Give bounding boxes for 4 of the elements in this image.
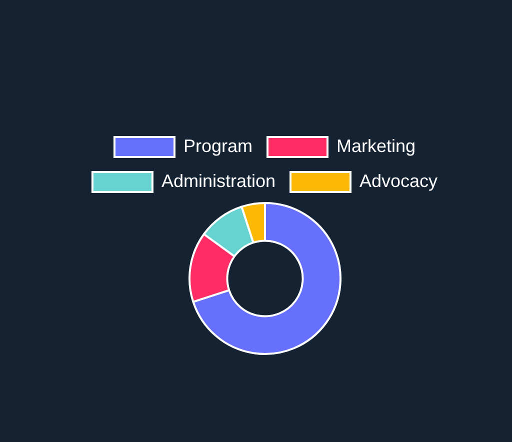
legend-label: Advocacy <box>360 170 438 191</box>
legend-label: Program <box>183 136 253 156</box>
legend-label: Marketing <box>336 136 416 156</box>
legend-label: Administration <box>161 170 276 191</box>
